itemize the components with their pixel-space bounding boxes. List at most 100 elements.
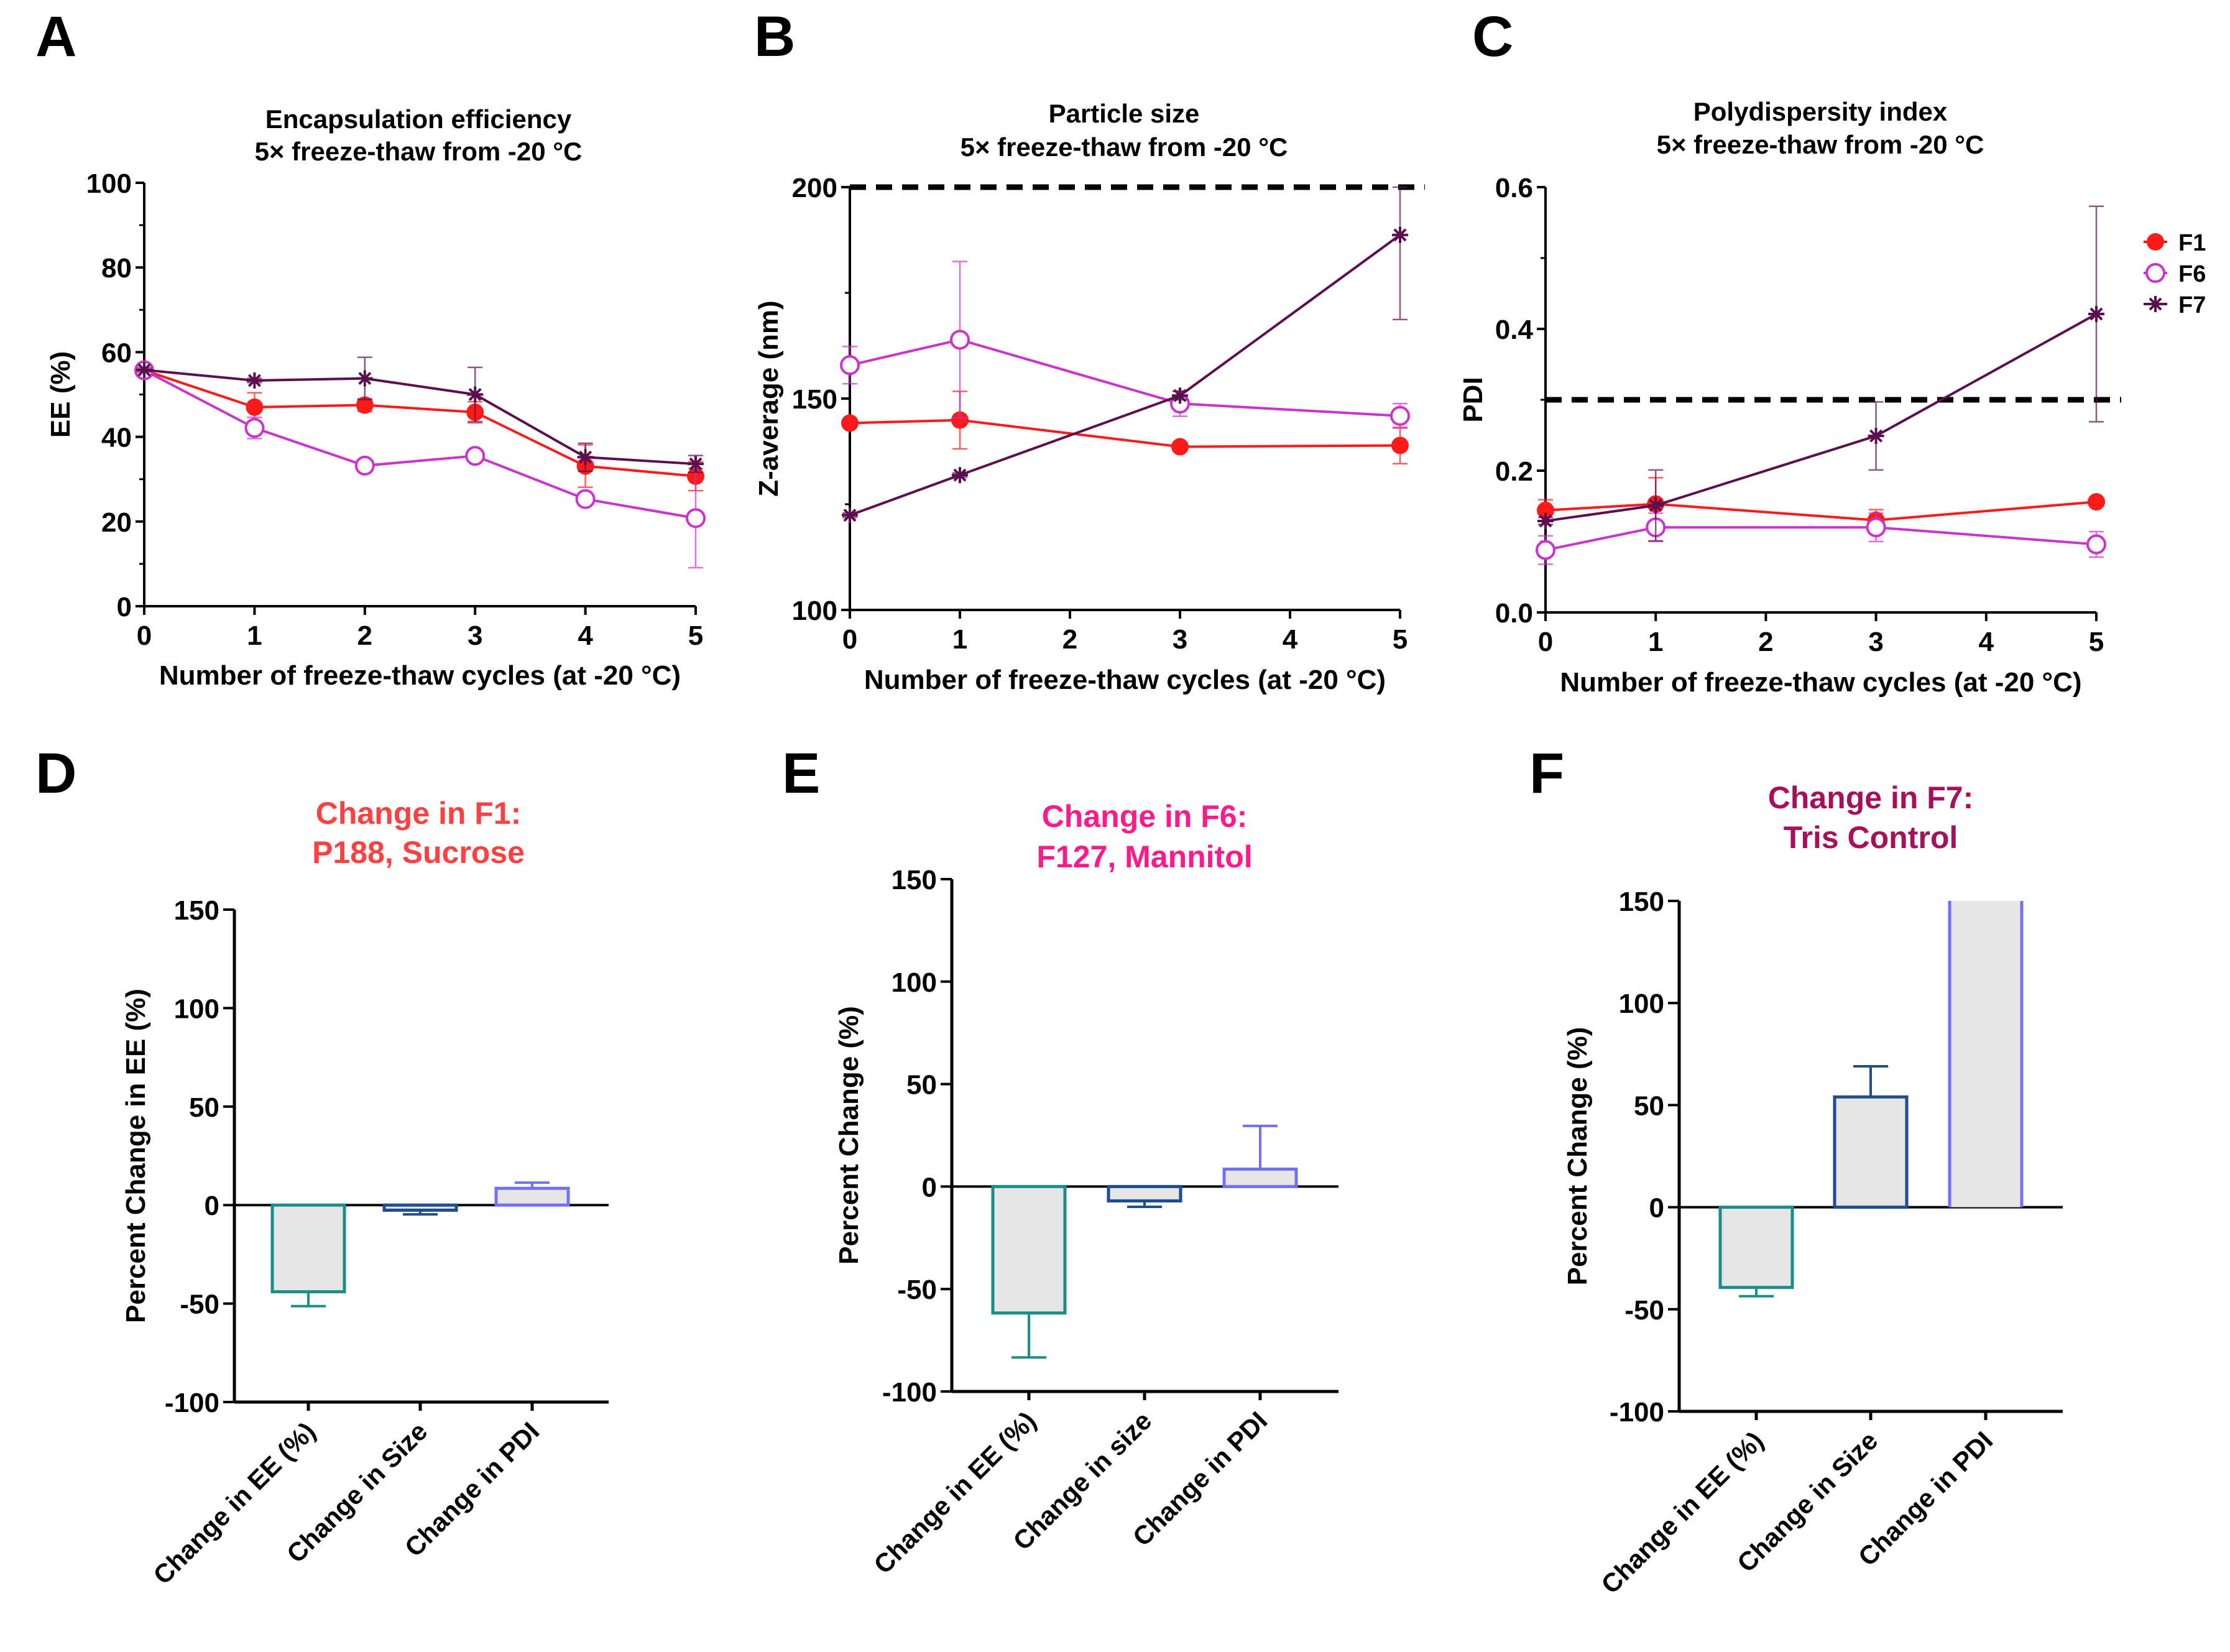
- category-label: Change in EE (%): [1595, 1426, 1769, 1599]
- panel-letter: E: [782, 742, 820, 805]
- bar: [1950, 901, 2022, 1207]
- marker-asterisk: [2147, 296, 2163, 312]
- chart-title: 5× freeze-thaw from -20 °C: [961, 132, 1288, 162]
- legend-item-f7: F7: [2144, 292, 2206, 318]
- panel-letter: F: [1529, 742, 1564, 805]
- x-tick-label: 1: [1648, 627, 1663, 657]
- panel-b: B Particle size 5× freeze-thaw from -20 °C…: [753, 5, 1425, 695]
- legend-item-f1: F1: [2144, 230, 2206, 256]
- marker-filled-circle: [1171, 438, 1189, 456]
- marker-asterisk: [952, 467, 968, 484]
- x-tick-label: 4: [1979, 627, 1994, 657]
- error-bar: [1243, 1124, 1278, 1170]
- x-tick-label: 2: [1062, 624, 1077, 655]
- bar-group: Change in PDI: [1853, 901, 2024, 1572]
- x-tick-label: 0: [1538, 627, 1553, 657]
- series-f7: [842, 186, 1408, 524]
- series-line: [1545, 526, 2097, 551]
- panel-c: C Polydispersity index 5× freeze-thaw from…: [1458, 5, 2206, 698]
- y-tick-label: 0.6: [1495, 173, 1533, 203]
- y-axis-label: EE (%): [45, 351, 76, 438]
- chart-title: Change in F7:: [1768, 780, 1974, 815]
- error-bar: [1011, 1313, 1046, 1359]
- series-f1: [841, 390, 1409, 464]
- marker-filled-circle: [1537, 501, 1554, 519]
- series-f6: [134, 360, 706, 569]
- y-tick-label: 100: [792, 596, 837, 626]
- panel-letter: C: [1472, 5, 1513, 68]
- chart-title: F127, Mannitol: [1036, 839, 1252, 874]
- marker-open-circle: [686, 508, 706, 528]
- y-tick-label: 0: [1649, 1193, 1664, 1224]
- legend-label: F6: [2178, 261, 2206, 287]
- bar: [494, 1186, 570, 1207]
- x-tick-label: 3: [468, 621, 482, 651]
- series-line: [1545, 313, 2097, 522]
- panel-a: A Encapsulation efficiency 5× freeze-thaw …: [35, 5, 706, 691]
- bar-edge: [1948, 901, 2024, 1207]
- y-tick-label: 50: [906, 1070, 937, 1101]
- y-tick-label: 0: [922, 1172, 937, 1202]
- y-axis-label: Percent Change (%): [834, 1006, 864, 1265]
- panel-letter: D: [35, 742, 76, 805]
- marker-filled-circle: [951, 411, 969, 429]
- x-axis-label: Number of freeze-thaw cycles (at -20 °C): [864, 665, 1386, 695]
- panel-f: F Change in F7: Tris Control -100 -50 0 50 100 1…: [1529, 742, 2063, 1599]
- series-line: [144, 369, 696, 478]
- marker-filled-circle: [1391, 436, 1409, 455]
- y-axis-label: Z-average (nm): [753, 300, 784, 496]
- y-tick-label: -50: [1624, 1295, 1664, 1326]
- y-tick-label: 150: [892, 865, 937, 895]
- y-tick-label: -100: [882, 1377, 937, 1408]
- bar: [1718, 1206, 1794, 1290]
- panel-d: D Change in F1: P188, Sucrose -100 -50 0 50 100…: [35, 742, 609, 1590]
- error-bar: [291, 1291, 326, 1308]
- y-tick-label: -50: [897, 1275, 937, 1305]
- y-tick-label: -100: [1610, 1397, 1664, 1428]
- marker-asterisk: [1172, 387, 1188, 404]
- marker-open-circle: [1866, 517, 1886, 538]
- marker-asterisk: [577, 449, 594, 466]
- x-tick-label: 1: [952, 624, 967, 655]
- y-tick-label: -50: [180, 1290, 219, 1320]
- category-label: Change in EE (%): [868, 1406, 1041, 1579]
- marker-asterisk: [467, 386, 484, 403]
- bar: [991, 1184, 1067, 1315]
- category-label: Change in EE (%): [147, 1416, 321, 1590]
- y-axis-label: Percent Change (%): [1562, 1027, 1593, 1286]
- chart-title: Change in F6:: [1042, 799, 1248, 834]
- y-tick-label: 150: [1619, 887, 1664, 917]
- series-line: [849, 338, 1401, 417]
- marker-asterisk: [136, 362, 152, 379]
- y-tick-label: -100: [165, 1388, 219, 1418]
- marker-asterisk: [1647, 497, 1664, 514]
- bar: [270, 1203, 346, 1294]
- marker-open-circle: [1536, 540, 1555, 560]
- x-tick-label: 3: [1868, 627, 1883, 657]
- y-tick-label: 0: [117, 592, 132, 622]
- x-tick-label: 2: [357, 621, 372, 651]
- chart-title: Tris Control: [1784, 820, 1958, 855]
- x-tick-label: 5: [688, 621, 703, 651]
- legend-item-f6: F6: [2144, 261, 2206, 287]
- chart-title: P188, Sucrose: [312, 835, 525, 870]
- marker-filled-circle: [2147, 233, 2164, 251]
- marker-open-circle: [575, 489, 596, 509]
- y-tick-label: 0.4: [1495, 315, 1534, 345]
- y-tick-label: 150: [174, 895, 219, 926]
- legend-label: F7: [2178, 292, 2206, 318]
- marker-filled-circle: [2088, 493, 2105, 511]
- marker-filled-circle: [356, 396, 374, 414]
- series-f7: [136, 356, 704, 474]
- y-tick-label: 100: [892, 967, 937, 998]
- y-tick-label: 100: [86, 168, 132, 199]
- x-tick-label: 2: [1758, 627, 1773, 657]
- x-tick-label: 4: [1283, 624, 1298, 655]
- bar: [1222, 1167, 1298, 1188]
- marker-open-circle: [950, 330, 970, 350]
- bar-group: Change in Size: [1731, 1065, 1909, 1578]
- y-axis-label: PDI: [1458, 377, 1488, 422]
- marker-open-circle: [2086, 534, 2106, 555]
- series-line: [849, 418, 1401, 448]
